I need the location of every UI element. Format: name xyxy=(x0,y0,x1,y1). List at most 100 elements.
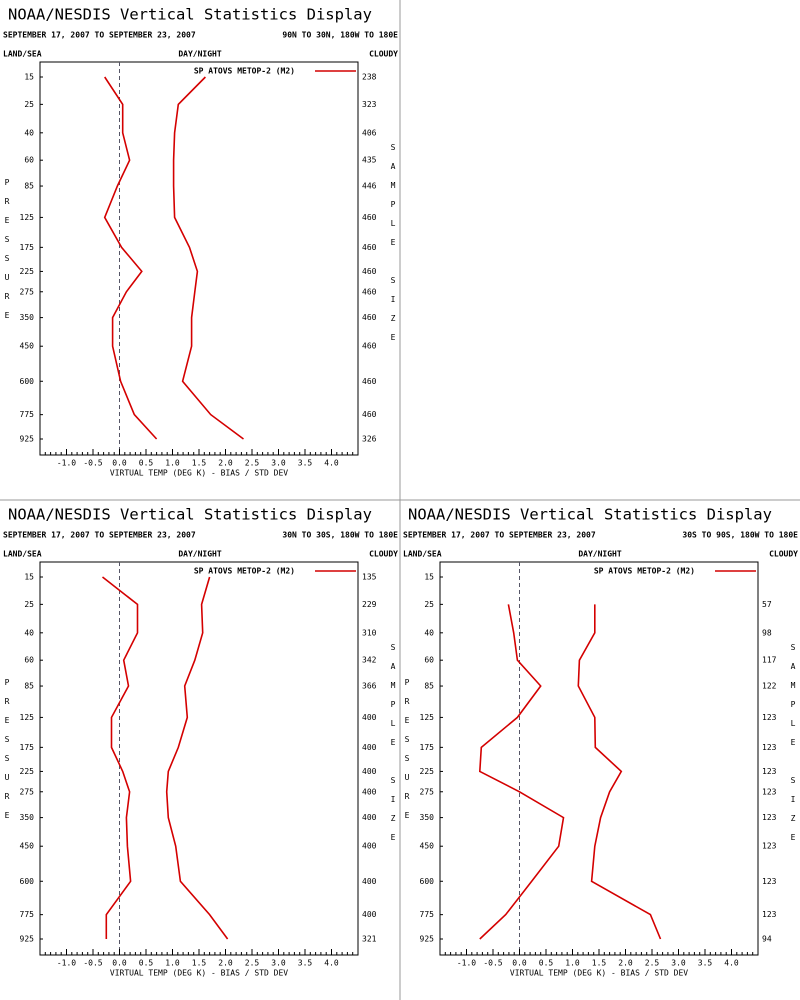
x-tick-label: 1.5 xyxy=(592,959,607,968)
sample-size: 366 xyxy=(362,682,377,691)
x-tick-label: -1.0 xyxy=(57,959,76,968)
y-tick-label: 85 xyxy=(424,682,434,691)
x-tick-label: 3.5 xyxy=(698,959,713,968)
sample-size: 238 xyxy=(362,73,377,82)
title: NOAA/NESDIS Vertical Statistics Display xyxy=(8,6,372,24)
y-axis-label: PRESSURE xyxy=(403,678,412,830)
y-tick-label: 15 xyxy=(24,573,34,582)
sample-size: 400 xyxy=(362,787,377,796)
sample-size: 323 xyxy=(362,100,377,109)
panel: NOAA/NESDIS Vertical Statistics Display S… xyxy=(3,506,399,978)
sample-size: 460 xyxy=(362,213,377,222)
x-tick-label: 2.0 xyxy=(618,959,633,968)
y-tick-label: 600 xyxy=(20,377,35,386)
sample-size: 94 xyxy=(762,935,772,944)
land-sea: LAND/SEA xyxy=(3,50,42,59)
sample-size: 123 xyxy=(762,910,777,919)
sample-size: 123 xyxy=(762,787,777,796)
y2-axis-label: SAMPLE SIZE xyxy=(389,143,398,352)
plot-frame xyxy=(39,61,359,456)
y-tick-label: 775 xyxy=(420,910,435,919)
x-tick-label: 1.0 xyxy=(565,959,580,968)
y-tick-label: 60 xyxy=(424,656,434,665)
y-tick-label: 15 xyxy=(424,573,434,582)
x-tick-label: 0.0 xyxy=(112,959,127,968)
sample-size: 123 xyxy=(762,743,777,752)
x-tick-label: 0.0 xyxy=(112,459,127,468)
day-night: DAY/NIGHT xyxy=(578,550,622,559)
x-tick-label: 0.5 xyxy=(139,459,154,468)
x-tick-label: 4.0 xyxy=(324,459,339,468)
y-tick-label: 60 xyxy=(24,656,34,665)
y-tick-label: 175 xyxy=(420,743,435,752)
sample-size: 435 xyxy=(362,156,377,165)
y-tick-label: 275 xyxy=(20,787,35,796)
x-tick-label: 0.5 xyxy=(139,959,154,968)
x-tick-label: -0.5 xyxy=(483,959,502,968)
y-tick-label: 275 xyxy=(20,287,35,296)
panel: NOAA/NESDIS Vertical Statistics Display S… xyxy=(403,506,799,978)
sample-size: 460 xyxy=(362,410,377,419)
sample-size: 57 xyxy=(762,600,772,609)
sample-size: 406 xyxy=(362,128,377,137)
y-tick-label: 350 xyxy=(20,313,35,322)
sample-size: 400 xyxy=(362,713,377,722)
sample-size: 123 xyxy=(762,813,777,822)
y-tick-label: 450 xyxy=(20,342,35,351)
x-tick-label: 1.0 xyxy=(165,959,180,968)
x-tick-label: 3.0 xyxy=(271,959,286,968)
x-tick-label: 3.5 xyxy=(298,459,313,468)
y-tick-label: 40 xyxy=(24,128,34,137)
sample-size: 460 xyxy=(362,313,377,322)
y-tick-label: 775 xyxy=(20,410,35,419)
x-tick-label: -0.5 xyxy=(83,459,102,468)
y-tick-label: 225 xyxy=(20,267,35,276)
x-tick-label: 1.5 xyxy=(192,459,207,468)
x-tick-label: 4.0 xyxy=(724,959,739,968)
sample-size: 400 xyxy=(362,877,377,886)
y-tick-label: 125 xyxy=(20,213,35,222)
sample-size: 400 xyxy=(362,910,377,919)
profile-line xyxy=(165,576,229,940)
x-tick-label: 2.5 xyxy=(245,459,260,468)
y-tick-label: 450 xyxy=(20,842,35,851)
day-night: DAY/NIGHT xyxy=(178,550,222,559)
cloudy: CLOUDY xyxy=(369,50,398,59)
x-tick-label: 1.0 xyxy=(165,459,180,468)
sample-size: 460 xyxy=(362,377,377,386)
title: NOAA/NESDIS Vertical Statistics Display xyxy=(408,506,772,524)
region: 30N TO 30S, 180W TO 180E xyxy=(282,531,398,540)
x-tick-label: 2.0 xyxy=(218,959,233,968)
sample-size: 400 xyxy=(362,743,377,752)
legend-label: SP ATOVS METOP-2 (M2) xyxy=(194,567,295,576)
y-tick-label: 40 xyxy=(24,628,34,637)
x-tick-label: 2.5 xyxy=(245,959,260,968)
title: NOAA/NESDIS Vertical Statistics Display xyxy=(8,506,372,524)
date-range: SEPTEMBER 17, 2007 TO SEPTEMBER 23, 2007 xyxy=(3,531,196,540)
x-tick-label: 4.0 xyxy=(324,959,339,968)
region: 30S TO 90S, 180W TO 180E xyxy=(682,531,798,540)
x-tick-label: 2.0 xyxy=(218,459,233,468)
sample-size: 123 xyxy=(762,842,777,851)
x-tick-label: 3.0 xyxy=(271,459,286,468)
profile-line xyxy=(103,76,158,440)
sample-size: 310 xyxy=(362,628,377,637)
legend-label: SP ATOVS METOP-2 (M2) xyxy=(594,567,695,576)
day-night: DAY/NIGHT xyxy=(178,50,222,59)
cloudy: CLOUDY xyxy=(769,550,798,559)
panel: NOAA/NESDIS Vertical Statistics Display S… xyxy=(3,6,399,478)
x-axis-label: VIRTUAL TEMP (DEG K) - BIAS / STD DEV xyxy=(110,969,288,978)
sample-size: 117 xyxy=(762,656,777,665)
region: 90N TO 30N, 180W TO 180E xyxy=(282,31,398,40)
x-tick-label: 3.5 xyxy=(298,959,313,968)
sample-size: 460 xyxy=(362,243,377,252)
sample-size: 400 xyxy=(362,842,377,851)
y-tick-label: 15 xyxy=(24,73,34,82)
plot-frame xyxy=(439,561,759,956)
y-tick-label: 40 xyxy=(424,628,434,637)
y-tick-label: 175 xyxy=(20,743,35,752)
sample-size: 229 xyxy=(362,600,377,609)
profile-line xyxy=(478,604,565,940)
sample-size: 460 xyxy=(362,342,377,351)
x-axis-label: VIRTUAL TEMP (DEG K) - BIAS / STD DEV xyxy=(510,969,688,978)
